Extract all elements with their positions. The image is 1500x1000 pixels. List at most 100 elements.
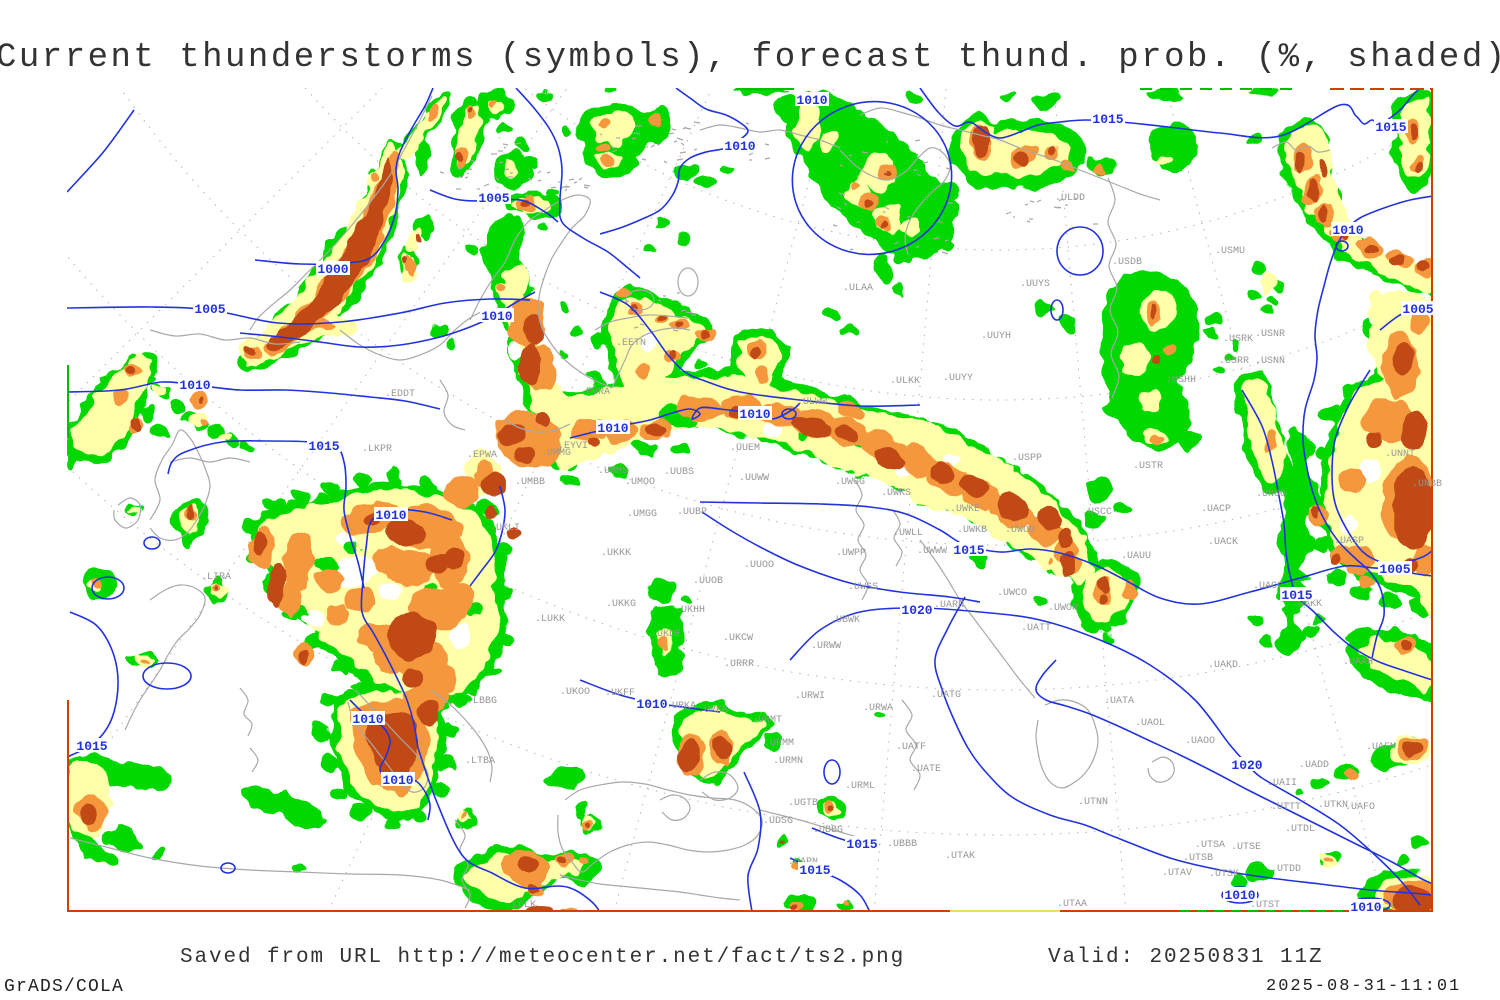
svg-text:1010: 1010 — [1332, 223, 1363, 238]
svg-text:1020: 1020 — [1231, 758, 1262, 773]
svg-text:.ULWW: .ULWW — [797, 397, 827, 408]
svg-text:.URWW: .URWW — [811, 641, 841, 652]
svg-text:.UTSA: .UTSA — [1195, 840, 1225, 851]
svg-text:1010: 1010 — [636, 697, 667, 712]
svg-text:.UUEM: .UUEM — [730, 443, 760, 454]
svg-text:.UASP: .UASP — [1334, 536, 1364, 547]
svg-text:.USNN: .USNN — [1255, 356, 1285, 367]
svg-text:.UKKK: .UKKK — [601, 548, 631, 559]
svg-text:.UKCW: .UKCW — [723, 633, 753, 644]
svg-text:.UUYY: .UUYY — [943, 373, 973, 384]
svg-text:1015: 1015 — [953, 543, 984, 558]
svg-text:.LCLK: .LCLK — [506, 900, 536, 911]
svg-text:1005: 1005 — [1379, 562, 1410, 577]
svg-text:1015: 1015 — [76, 739, 107, 754]
svg-text:.URKK: .URKK — [698, 705, 728, 716]
svg-text:.UUWW: .UUWW — [739, 473, 769, 484]
svg-text:1015: 1015 — [1092, 112, 1123, 127]
svg-text:.UTSE: .UTSE — [1231, 842, 1261, 853]
svg-text:.UATT: .UATT — [1021, 623, 1051, 634]
svg-text:.UDSG: .UDSG — [763, 816, 793, 827]
svg-text:.UWOR: .UWOR — [1048, 603, 1078, 614]
svg-text:.URWA: .URWA — [863, 703, 893, 714]
svg-text:.UAOL: .UAOL — [1135, 718, 1165, 729]
svg-text:.LTBA: .LTBA — [465, 756, 495, 767]
svg-text:2025-08-31-11:01: 2025-08-31-11:01 — [1266, 977, 1461, 996]
svg-text:.USDB: .USDB — [1112, 257, 1142, 268]
svg-text:.EYVI: .EYVI — [558, 441, 588, 452]
svg-text:.UUYH: .UUYH — [981, 331, 1011, 342]
svg-text:.USPP: .USPP — [1012, 453, 1042, 464]
svg-text:.EVRA: .EVRA — [580, 387, 610, 398]
svg-text:.UAUU: .UAUU — [1121, 551, 1151, 562]
svg-text:.UUOO: .UUOO — [744, 560, 774, 571]
svg-text:.UWOO: .UWOO — [1005, 525, 1035, 536]
svg-text:1010: 1010 — [375, 508, 406, 523]
svg-text:.UAKD: .UAKD — [1208, 660, 1238, 671]
svg-text:.UWLL: .UWLL — [893, 528, 923, 539]
svg-text:.URWI: .URWI — [795, 691, 825, 702]
svg-text:.UTDD: .UTDD — [1271, 864, 1301, 875]
svg-text:1015: 1015 — [1281, 588, 1312, 603]
svg-text:1015: 1015 — [1375, 120, 1406, 135]
svg-text:.EPWA: .EPWA — [467, 450, 497, 461]
svg-text:Saved from URL http://meteocen: Saved from URL http://meteocenter.net/fa… — [180, 946, 905, 969]
svg-text:.UBWK: .UBWK — [830, 615, 860, 626]
svg-text:Current thunderstorms (symbols: Current thunderstorms (symbols), forecas… — [0, 39, 1500, 77]
svg-text:1015: 1015 — [846, 837, 877, 852]
svg-text:.UAFM: .UAFM — [1366, 742, 1396, 753]
svg-text:.UNNT: .UNNT — [1385, 449, 1415, 460]
svg-text:1010: 1010 — [597, 421, 628, 436]
svg-text:1010: 1010 — [739, 407, 770, 422]
svg-text:1005: 1005 — [194, 302, 225, 317]
svg-text:.UARR: .UARR — [934, 600, 964, 611]
svg-text:.USTR: .USTR — [1133, 461, 1163, 472]
svg-text:.UWSS: .UWSS — [848, 582, 878, 593]
svg-text:.UACC: .UACC — [1253, 581, 1283, 592]
svg-text:.UWKS: .UWKS — [881, 488, 911, 499]
svg-text:.USCC: .USCC — [1082, 507, 1112, 518]
svg-text:.UWWW: .UWWW — [917, 546, 947, 557]
svg-text:.UTKN: .UTKN — [1318, 800, 1348, 811]
svg-text:.UAAH: .UAAH — [1343, 657, 1373, 668]
svg-text:.UMMS: .UMMS — [598, 466, 628, 477]
svg-text:1010: 1010 — [1350, 900, 1381, 915]
svg-text:GrADS/COLA: GrADS/COLA — [4, 977, 124, 997]
svg-text:.UWKB: .UWKB — [957, 525, 987, 536]
svg-text:.UWCO: .UWCO — [997, 588, 1027, 599]
svg-text:.UATE: .UATE — [911, 764, 941, 775]
svg-text:.UUBS: .UUBS — [664, 467, 694, 478]
svg-text:.URRR: .URRR — [724, 659, 754, 670]
svg-text:.UAFO: .UAFO — [1345, 802, 1375, 813]
svg-text:1015: 1015 — [308, 439, 339, 454]
svg-text:.UAKK: .UAKK — [1292, 599, 1322, 610]
svg-text:.UBBG: .UBBG — [813, 825, 843, 836]
svg-text:.UKDE: .UKDE — [651, 629, 681, 640]
svg-text:.UWGG: .UWGG — [835, 477, 865, 488]
svg-text:.UATF: .UATF — [896, 742, 926, 753]
svg-text:.USRK: .USRK — [1223, 334, 1253, 345]
svg-text:.UATG: .UATG — [931, 690, 961, 701]
svg-text:1010: 1010 — [179, 378, 210, 393]
svg-text:1000: 1000 — [317, 262, 348, 277]
svg-text:.UGTB: .UGTB — [788, 798, 818, 809]
svg-text:.UKHH: .UKHH — [675, 605, 705, 616]
svg-text:.EETN: .EETN — [616, 338, 646, 349]
svg-text:.LKPR: .LKPR — [362, 444, 392, 455]
svg-text:.UKKG: .UKKG — [606, 599, 636, 610]
svg-text:.UAOO: .UAOO — [1185, 736, 1215, 747]
svg-text:.UUYS: .UUYS — [1020, 279, 1050, 290]
svg-text:.UAII: .UAII — [1267, 778, 1297, 789]
svg-text:.USMU: .USMU — [1215, 246, 1245, 257]
svg-text:.UBBB: .UBBB — [887, 839, 917, 850]
svg-text:1010: 1010 — [724, 139, 755, 154]
svg-text:.UMBB: .UMBB — [515, 477, 545, 488]
svg-text:.UMMG: .UMMG — [541, 448, 571, 459]
svg-text:.UTSK: .UTSK — [1209, 869, 1239, 880]
svg-text:1010: 1010 — [382, 773, 413, 788]
svg-text:.UTAA: .UTAA — [1057, 899, 1087, 910]
svg-text:.URML: .URML — [845, 781, 875, 792]
svg-text:1015: 1015 — [799, 863, 830, 878]
svg-text:.LUKK: .LUKK — [535, 614, 565, 625]
svg-text:.USHH: .USHH — [1166, 375, 1196, 386]
